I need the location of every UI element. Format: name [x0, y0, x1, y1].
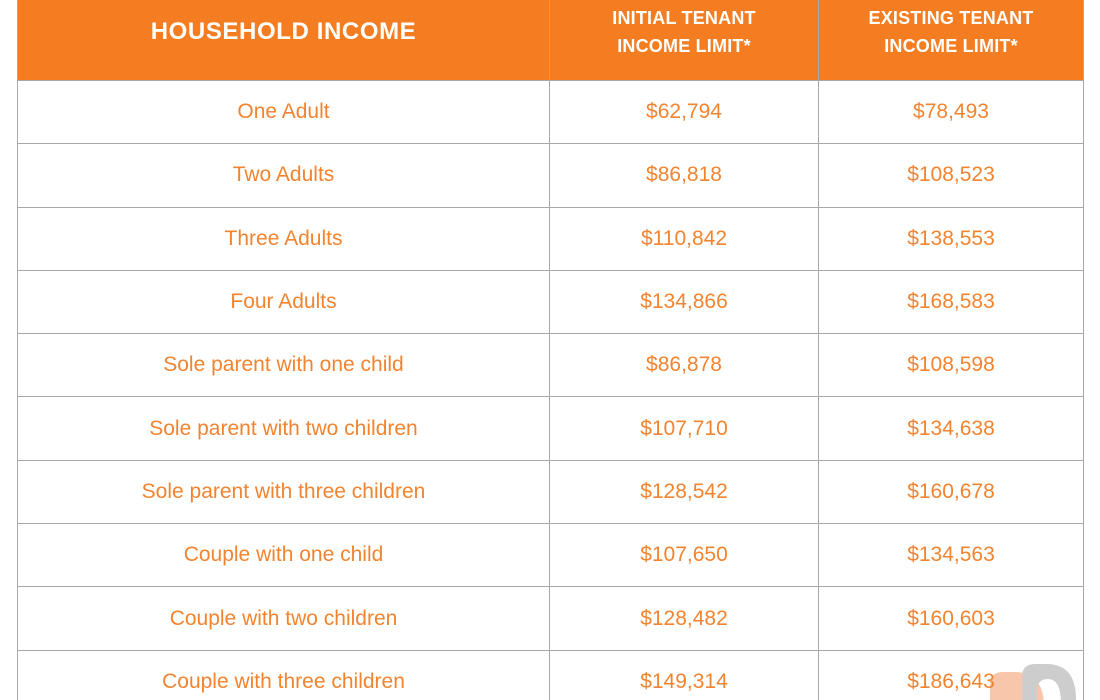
household-type-cell: Four Adults — [17, 269, 550, 335]
table-header-row: HOUSEHOLD INCOME INITIAL TENANT INCOME L… — [17, 0, 1084, 81]
table-row: Couple with two children $128,482 $160,6… — [17, 586, 1084, 651]
household-type-cell: Sole parent with two children — [17, 396, 550, 461]
household-type-cell: Sole parent with three children — [17, 459, 550, 525]
existing-limit-cell: $138,553 — [818, 206, 1084, 271]
existing-limit-cell: $160,678 — [818, 459, 1084, 525]
table-row: One Adult $62,794 $78,493 — [17, 79, 1084, 145]
initial-limit-cell: $128,542 — [549, 459, 819, 525]
initial-limit-cell: $128,482 — [549, 586, 819, 651]
initial-limit-cell: $107,710 — [549, 396, 819, 461]
initial-header-line2: INCOME LIMIT* — [617, 36, 751, 56]
household-type-cell: Couple with three children — [17, 649, 550, 700]
existing-limit-cell: $186,643 — [818, 649, 1084, 700]
income-limits-table-container: HOUSEHOLD INCOME INITIAL TENANT INCOME L… — [17, 0, 1084, 700]
table-row: Three Adults $110,842 $138,553 — [17, 206, 1084, 271]
initial-limit-cell: $86,818 — [549, 143, 819, 208]
table-row: Two Adults $86,818 $108,523 — [17, 143, 1084, 208]
household-type-cell: Three Adults — [17, 206, 550, 271]
existing-limit-cell: $108,523 — [818, 143, 1084, 208]
initial-tenant-limit-column-header: INITIAL TENANT INCOME LIMIT* — [549, 0, 819, 81]
table-row: Sole parent with three children $128,542… — [17, 459, 1084, 525]
existing-tenant-limit-column-header: EXISTING TENANT INCOME LIMIT* — [818, 0, 1084, 81]
existing-header-line2: INCOME LIMIT* — [884, 36, 1018, 56]
initial-limit-cell: $86,878 — [549, 333, 819, 398]
initial-limit-cell: $62,794 — [549, 79, 819, 145]
initial-limit-cell: $134,866 — [549, 269, 819, 335]
household-income-column-header: HOUSEHOLD INCOME — [17, 0, 550, 81]
household-type-cell: One Adult — [17, 79, 550, 145]
initial-limit-cell: $149,314 — [549, 649, 819, 700]
existing-limit-cell: $108,598 — [818, 333, 1084, 398]
existing-header-line1: EXISTING TENANT — [868, 8, 1034, 28]
existing-limit-cell: $160,603 — [818, 586, 1084, 651]
existing-limit-cell: $168,583 — [818, 269, 1084, 335]
table-row: Couple with one child $107,650 $134,563 — [17, 523, 1084, 588]
existing-limit-cell: $134,563 — [818, 523, 1084, 588]
table-row: Sole parent with one child $86,878 $108,… — [17, 333, 1084, 398]
household-type-cell: Couple with one child — [17, 523, 550, 588]
table-row: Couple with three children $149,314 $186… — [17, 649, 1084, 700]
existing-limit-cell: $134,638 — [818, 396, 1084, 461]
table-body: One Adult $62,794 $78,493 Two Adults $86… — [17, 79, 1084, 700]
existing-limit-cell: $78,493 — [818, 79, 1084, 145]
initial-limit-cell: $110,842 — [549, 206, 819, 271]
table-row: Four Adults $134,866 $168,583 — [17, 269, 1084, 335]
initial-header-line1: INITIAL TENANT — [612, 8, 756, 28]
household-type-cell: Two Adults — [17, 143, 550, 208]
income-limits-table: HOUSEHOLD INCOME INITIAL TENANT INCOME L… — [17, 0, 1084, 700]
household-type-cell: Sole parent with one child — [17, 333, 550, 398]
table-row: Sole parent with two children $107,710 $… — [17, 396, 1084, 461]
initial-limit-cell: $107,650 — [549, 523, 819, 588]
household-type-cell: Couple with two children — [17, 586, 550, 651]
